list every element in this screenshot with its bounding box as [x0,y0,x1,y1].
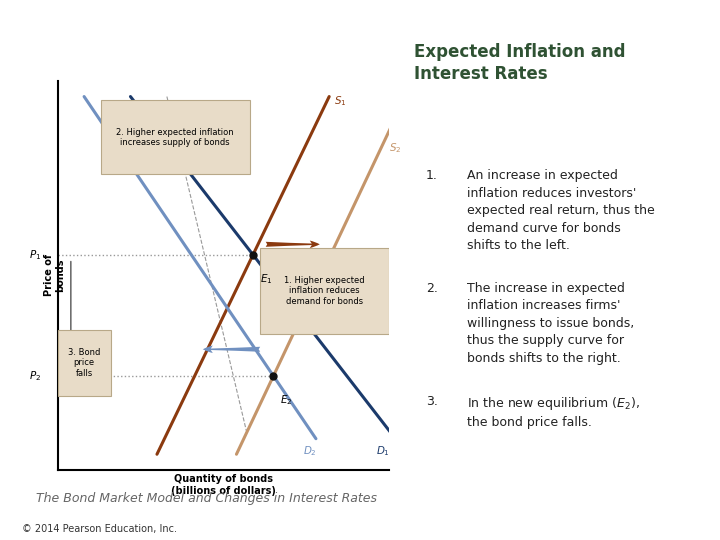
Text: $E_1$: $E_1$ [260,272,272,286]
FancyBboxPatch shape [260,248,389,334]
Text: $S_2$: $S_2$ [389,141,401,155]
Y-axis label: Price of
bonds: Price of bonds [44,254,66,296]
FancyBboxPatch shape [58,330,111,396]
Text: 3. Bond
price
falls: 3. Bond price falls [68,348,100,378]
Text: 2.: 2. [426,282,438,295]
Text: $E_2$: $E_2$ [280,393,292,407]
Text: The Bond Market Model and Changes in Interest Rates: The Bond Market Model and Changes in Int… [36,492,377,505]
Text: $P_1$: $P_1$ [29,248,41,262]
Text: 38 of 56: 38 of 56 [644,521,692,531]
Text: © 2014 Pearson Education, Inc.: © 2014 Pearson Education, Inc. [22,523,176,534]
Text: An increase in expected
inflation reduces investors'
expected real return, thus : An increase in expected inflation reduce… [467,169,655,252]
Text: 1. Higher expected
inflation reduces
demand for bonds: 1. Higher expected inflation reduces dem… [284,276,364,306]
Text: In the new equilibrium ($E_2$),
the bond price falls.: In the new equilibrium ($E_2$), the bond… [467,395,640,429]
Text: 1.: 1. [426,169,438,182]
Text: Expected Inflation and
Interest Rates: Expected Inflation and Interest Rates [414,43,626,83]
Text: $D_2$: $D_2$ [302,444,317,458]
FancyBboxPatch shape [101,100,250,174]
Text: 2. Higher expected inflation
increases supply of bonds: 2. Higher expected inflation increases s… [117,127,234,147]
Text: 3.: 3. [426,395,438,408]
Text: The increase in expected
inflation increases firms'
willingness to issue bonds,
: The increase in expected inflation incre… [467,282,634,365]
Text: $S_1$: $S_1$ [334,94,347,108]
Text: Figure 4.7: Figure 4.7 [426,42,493,55]
Text: $P_2$: $P_2$ [29,369,41,383]
Text: $D_1$: $D_1$ [376,444,390,458]
X-axis label: Quantity of bonds
(billions of dollars): Quantity of bonds (billions of dollars) [171,474,276,496]
